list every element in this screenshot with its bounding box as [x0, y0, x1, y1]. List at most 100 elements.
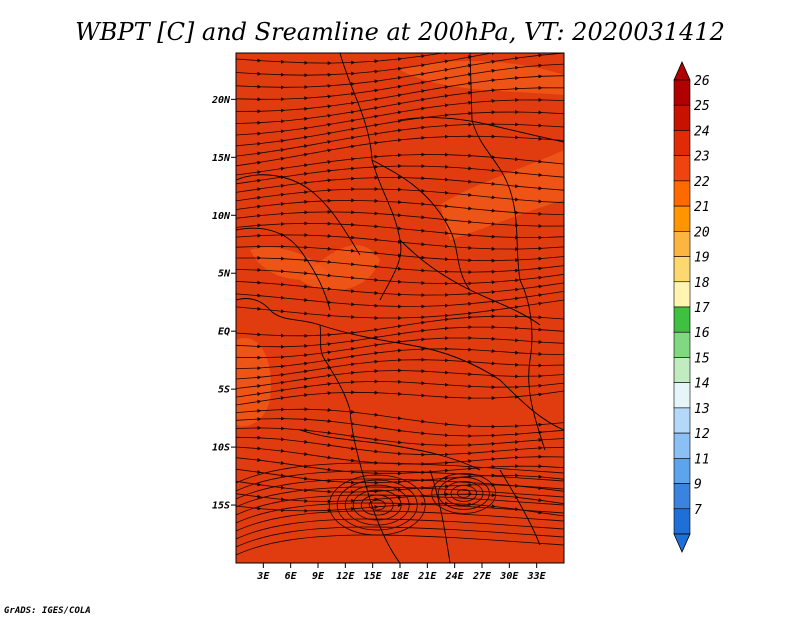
colorbar-swatch: [673, 331, 691, 358]
colorbar-label: 26: [694, 74, 710, 89]
border-line: [236, 227, 331, 311]
lat-tick-label: 20N: [211, 95, 231, 106]
colorbar-swatch: [673, 357, 691, 383]
streamline: [236, 526, 564, 548]
border-line: [299, 429, 481, 471]
colorbar-label: 12: [694, 427, 710, 442]
streamline: [236, 175, 564, 193]
colorbar-label: 25: [694, 99, 710, 114]
colorbar-swatch: [673, 104, 691, 131]
colorbar-swatch: [673, 432, 691, 459]
streamline: [236, 470, 564, 492]
lon-tick-label: 21E: [417, 571, 437, 582]
border-line: [399, 117, 564, 143]
colorbar-swatch: [673, 79, 691, 106]
streamline: [236, 494, 564, 516]
vortex-ring: [437, 477, 490, 510]
colorbar-swatch: [673, 382, 691, 409]
border-line: [339, 53, 402, 301]
lat-tick-label: EQ: [218, 327, 230, 338]
colorbar-swatch: [673, 306, 691, 333]
colorbar-label: 20: [694, 225, 710, 240]
colorbar-label: 7: [694, 503, 702, 518]
border-line: [371, 159, 471, 291]
colorbar-swatch: [673, 508, 691, 535]
lon-tick-label: 6E: [285, 571, 298, 582]
country-borders: [236, 53, 564, 563]
colorbar-label: 11: [694, 452, 710, 467]
colorbar-swatch: [673, 180, 691, 207]
colorbar-swatch: [673, 458, 691, 484]
lon-tick-label: 3E: [256, 571, 270, 582]
vortex-ring: [456, 489, 471, 498]
lat-tick-label: 15S: [212, 501, 230, 512]
colorbar-label: 22: [694, 175, 710, 190]
vortex-ring: [368, 499, 386, 511]
colorbar: 26 25 24 23 22 21 20 19 18 17 16 15 14 13 12 11 9 7: [673, 61, 710, 553]
lon-tick-label: 24E: [445, 571, 465, 582]
vortex-ring: [336, 479, 418, 531]
border-line: [519, 279, 546, 451]
colorbar-label: 21: [694, 200, 710, 215]
colorbar-label: 15: [694, 351, 710, 366]
streamline: [236, 390, 564, 406]
lon-tick-label: 15E: [364, 571, 383, 582]
streamline: [236, 486, 564, 508]
streamline: [236, 502, 564, 524]
map-panel: 20N 15N 10N 5N EQ 5S 10S 15S 3E 6E 9E 12E 15E 18E 21E…: [211, 52, 565, 582]
colorbar-label: 23: [694, 150, 710, 165]
lon-tick-label: 18E: [391, 571, 410, 582]
vortex-ring: [431, 473, 497, 514]
colorbar-label: 24: [694, 124, 710, 139]
colorbar-label: 9: [694, 478, 702, 493]
wbpt-field: [236, 53, 564, 563]
latitude-axis: 20N 15N 10N 5N EQ 5S 10S 15S: [211, 95, 236, 512]
streamline: [236, 534, 564, 556]
colorbar-swatch: [673, 205, 691, 232]
colorbar-label: 16: [694, 326, 710, 341]
colorbar-swatch: [673, 130, 691, 156]
lat-tick-label: 10N: [212, 211, 231, 222]
colorbar-label: 18: [694, 276, 710, 291]
streamline: [236, 379, 564, 398]
colorbar-label: 14: [694, 377, 710, 392]
colorbar-label: 17: [694, 301, 710, 316]
lon-tick-label: 33E: [527, 571, 547, 582]
lat-tick-label: 5N: [218, 269, 231, 280]
streamline: [236, 468, 564, 485]
colorbar-swatch: [673, 256, 691, 283]
colorbar-swatch: [673, 407, 691, 434]
lon-tick-label: 12E: [336, 571, 355, 582]
colorbar-swatch: [673, 231, 691, 257]
colorbar-swatch: [673, 155, 691, 182]
vortex-ring: [450, 485, 477, 502]
border-line: [319, 324, 564, 431]
colorbar-max-arrow: [673, 61, 691, 81]
lat-tick-label: 10S: [212, 443, 230, 454]
streamline: [236, 510, 564, 532]
vortex-ring: [344, 484, 410, 526]
streamline: [236, 501, 564, 517]
border-line: [236, 298, 401, 563]
streamline: [236, 462, 564, 484]
colorbar-swatch: [673, 281, 691, 308]
colorbar-swatch: [673, 483, 691, 510]
colorbar-label: 19: [694, 251, 710, 266]
longitude-axis: 3E 6E 9E 12E 15E 18E 21E 24E 27E 30E 33E: [256, 563, 547, 582]
vortex-ring: [444, 481, 484, 506]
lon-tick-label: 9E: [312, 571, 325, 582]
colorbar-label: 13: [694, 402, 710, 417]
border-line: [429, 469, 451, 563]
colorbar-min-arrow: [673, 533, 691, 553]
grads-credit: GrADS: IGES/COLA: [4, 606, 91, 616]
lon-tick-label: 27E: [472, 571, 492, 582]
border-line: [236, 174, 361, 256]
border-line: [469, 53, 521, 281]
streamline: [236, 518, 564, 540]
border-line: [399, 239, 541, 326]
lon-tick-label: 30E: [499, 571, 519, 582]
lat-tick-label: 5S: [218, 385, 230, 396]
figure-title: WBPT [C] and Sreamline at 200hPa, VT: 20…: [75, 18, 725, 46]
lat-tick-label: 15N: [212, 153, 231, 164]
